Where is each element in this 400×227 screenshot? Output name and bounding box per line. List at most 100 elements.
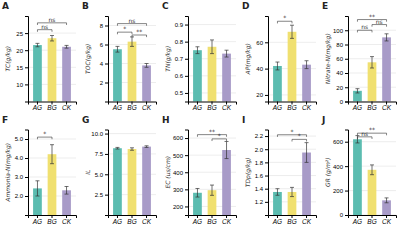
x-tick-label: CK: [222, 218, 232, 225]
y-tick-mark: [25, 196, 28, 197]
error-cap: [370, 174, 374, 175]
panel: 0200400600AGBGCKGR (g/m²)Jns**: [321, 115, 397, 225]
error-bar: [115, 147, 119, 149]
error-cap: [115, 147, 119, 148]
y-tick-mark: [105, 45, 108, 46]
panel: 2.55.07.510.0AGBGCKILG: [82, 115, 157, 225]
error-cap: [65, 48, 69, 49]
error-stem: [117, 46, 118, 52]
error-cap: [385, 202, 389, 203]
x-tick: CK: [142, 215, 152, 225]
y-tick: 400: [173, 170, 188, 176]
significance-label: *: [123, 25, 126, 32]
error-cap: [385, 40, 389, 41]
y-tick-mark: [345, 30, 348, 31]
panel: 2.03.04.05.0AGBGCKAmmonia-N(mg/kg)F*: [2, 115, 77, 227]
panel: 2468AGBGCKTOC(g/kg)B*ns**: [82, 1, 157, 111]
y-axis-title: EC (us/cm): [164, 156, 171, 189]
y-axis: 0.50.60.70.80.9: [175, 17, 189, 103]
grid-line: [108, 133, 156, 134]
significance-line: [132, 35, 147, 37]
x-axis: AGBGCK: [349, 102, 397, 112]
marks: [113, 37, 151, 102]
error-bar: [385, 198, 389, 203]
error-cap: [275, 195, 279, 196]
panel: 1.21.41.61.82.02.2AGBGCKTDp(g/kg)I**: [242, 115, 317, 227]
y-tick-mark: [345, 87, 348, 88]
x-tick-label: AG: [272, 218, 282, 225]
error-cap: [65, 194, 69, 195]
bar: [273, 192, 282, 215]
error-bar: [290, 25, 294, 38]
y-tick-label: 2.2: [255, 133, 264, 139]
error-cap: [370, 68, 374, 69]
panel-label: C: [162, 1, 169, 11]
y-axis-line: [345, 130, 349, 216]
y-tick: 100: [333, 28, 348, 34]
error-stem: [386, 34, 387, 41]
error-bar: [305, 61, 309, 69]
error-cap: [385, 33, 389, 34]
y-axis-line: [25, 130, 29, 216]
y-tick-label: 2.0: [255, 147, 264, 153]
error-bar: [130, 37, 134, 47]
y-axis-title: TC(g/kg): [4, 46, 12, 72]
error-stem: [37, 181, 38, 196]
y-tick-label: 80: [336, 42, 343, 48]
y-tick: 2.0: [255, 147, 268, 153]
bar: [142, 65, 151, 101]
x-tick-label: CK: [142, 218, 152, 225]
y-tick: 20: [16, 48, 28, 54]
significance-line: [357, 30, 372, 32]
y-tick-label: 0: [340, 99, 344, 105]
error-cap: [225, 50, 229, 51]
error-stem: [226, 50, 227, 57]
figure: 10152025AGBGCKTC(g/kg)Ansns2468AGBGCKTOC…: [0, 0, 400, 227]
significance-label: *: [283, 14, 286, 21]
x-tick-label: AG: [352, 218, 362, 225]
x-tick: BG: [207, 102, 216, 112]
x-axis: AG BG CK: [189, 102, 237, 112]
y-tick-label: 0.5: [175, 90, 184, 96]
x-tick-label: AG: [192, 104, 202, 111]
significance-line: [292, 139, 307, 141]
error-cap: [305, 142, 309, 143]
bar: [128, 42, 137, 102]
error-cap: [370, 56, 374, 57]
error-bar: [210, 185, 214, 195]
y-tick: 15: [16, 65, 28, 71]
y-tick: 200: [333, 188, 348, 194]
significance-label: ns: [376, 18, 383, 25]
x-tick: CK: [62, 215, 72, 225]
y-tick: 400: [333, 164, 348, 170]
y-tick-mark: [185, 206, 188, 207]
y-tick: 5.0: [95, 172, 108, 178]
x-tick-label: CK: [222, 104, 232, 111]
significance-label: *: [291, 128, 294, 135]
error-cap: [210, 53, 214, 54]
y-tick: 25: [16, 31, 28, 37]
y-tick-mark: [265, 149, 268, 150]
y-tick: 4.0: [15, 155, 28, 161]
y-tick-label: 1.2: [255, 199, 264, 205]
grid-line: [268, 136, 316, 137]
bar: [222, 150, 231, 215]
error-cap: [115, 52, 119, 53]
y-tick-mark: [345, 215, 348, 216]
x-tick: AG: [272, 215, 282, 225]
x-tick: BG: [47, 215, 56, 225]
y-tick-label: 5.0: [15, 136, 24, 142]
y-tick-label: 40: [336, 70, 343, 76]
error-stem: [197, 47, 198, 54]
bar: [113, 49, 122, 101]
y-tick-mark: [185, 155, 188, 156]
y-tick: 1.4: [255, 186, 268, 192]
y-tick-mark: [105, 134, 108, 135]
y-tick: 0: [340, 99, 348, 105]
error-cap: [130, 147, 134, 148]
panel: 204060AGBGCKAP(mg/kg)D*: [242, 1, 317, 121]
y-axis-line: [185, 17, 189, 103]
y-tick-label: 1.6: [255, 173, 264, 179]
y-tick: 80: [336, 42, 348, 48]
y-tick-label: 20: [16, 48, 23, 54]
